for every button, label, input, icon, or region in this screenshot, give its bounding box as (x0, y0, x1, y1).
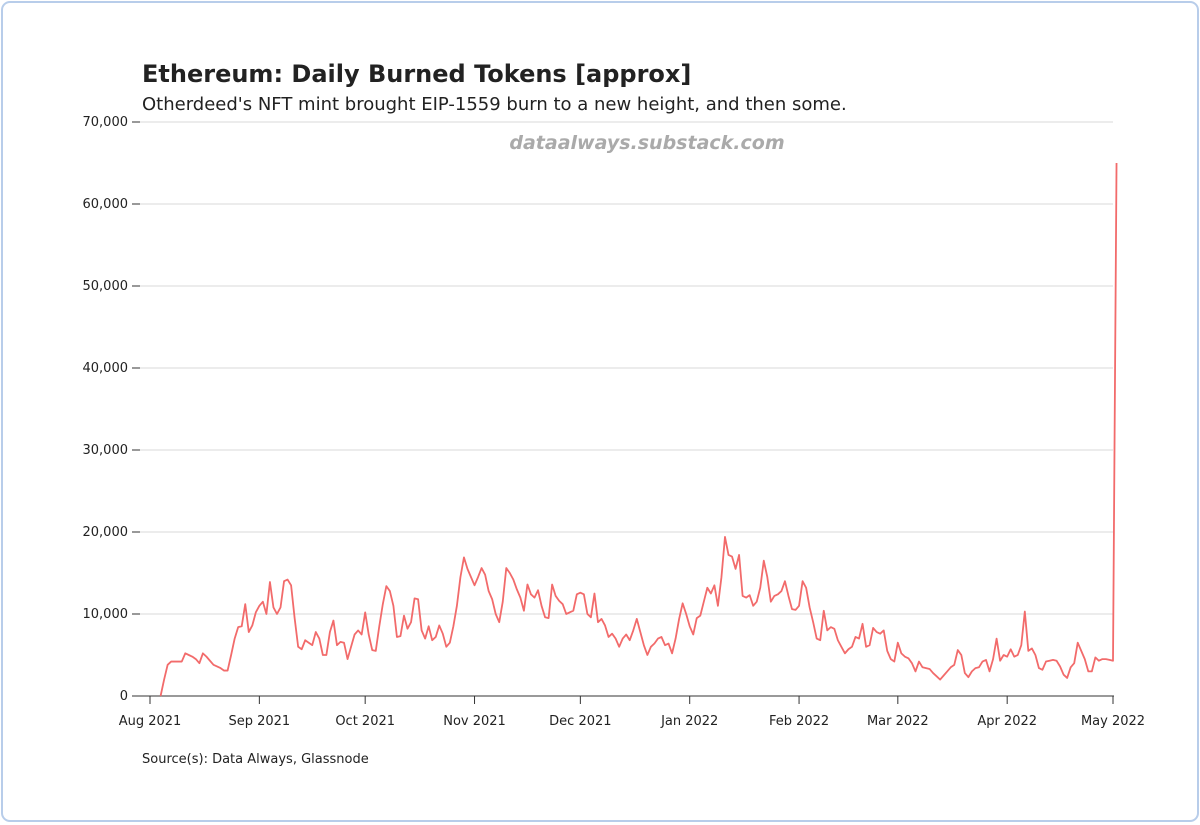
y-tick-label: 50,000 (83, 279, 129, 294)
x-tick-label: Jan 2022 (660, 714, 718, 729)
x-tick-label: Oct 2021 (335, 714, 395, 729)
y-tick-label: 0 (120, 689, 128, 704)
x-tick-label: Feb 2022 (769, 714, 829, 729)
x-tick-label: Aug 2021 (119, 714, 182, 729)
x-tick-label: Nov 2021 (443, 714, 506, 729)
y-tick-label: 60,000 (83, 197, 129, 212)
line (159, 162, 1118, 697)
x-tick-label: Dec 2021 (549, 714, 611, 729)
y-tick-label: 10,000 (83, 607, 129, 622)
chart-title: Ethereum: Daily Burned Tokens [approx] (142, 60, 691, 88)
y-tick-label: 40,000 (83, 361, 129, 376)
y-tick-label: 30,000 (83, 443, 129, 458)
source: Source(s): Data Always, Glassnode (142, 752, 369, 767)
watermark: dataalways.substack.com (509, 132, 784, 154)
x-tick-label: Sep 2021 (228, 714, 290, 729)
chart-subtitle: Otherdeed's NFT mint brought EIP-1559 bu… (142, 94, 847, 115)
x-tick-label: Mar 2022 (867, 714, 929, 729)
y-tick-label: 20,000 (83, 525, 129, 540)
x-tick-label: Apr 2022 (977, 714, 1037, 729)
x-tick-label: May 2022 (1081, 714, 1145, 729)
y-tick-label: 70,000 (83, 115, 129, 130)
